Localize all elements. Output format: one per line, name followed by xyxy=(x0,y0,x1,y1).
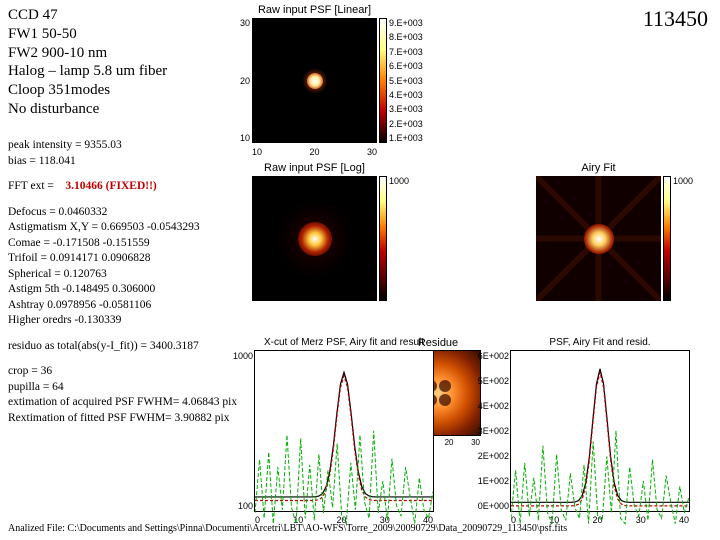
fft-ext: FFT ext = 3.10466 (FIXED!!) xyxy=(8,179,237,195)
lineplot-title: X-cut of Merz PSF, Airy fit and result xyxy=(255,337,433,348)
config-block: CCD 47 FW1 50-50 FW2 900-10 nm Halog – l… xyxy=(8,6,167,119)
colorbar xyxy=(379,18,387,143)
ashtray: Ashtray 0.0978956 -0.0581106 xyxy=(8,298,237,314)
psf-log-panel: Raw input PSF [Log]1000 xyxy=(252,176,377,301)
axis-x: 102030 xyxy=(252,147,377,157)
spherical: Spherical = 0.120763 xyxy=(8,267,237,283)
crop: crop = 36 xyxy=(8,364,237,380)
colorbar-labels: 1000 xyxy=(673,176,720,301)
config-disturb: No disturbance xyxy=(8,100,167,119)
panel-title: Raw input PSF [Linear] xyxy=(252,4,377,16)
analyzed-file-path: Analized File: C:\Documents and Settings… xyxy=(8,523,567,534)
astigmatism: Astigmatism X,Y = 0.669503 -0.0543293 xyxy=(8,220,237,236)
axis-y: 6E+0025E+0024E+0023E+0022E+0021E+0020E+0… xyxy=(469,351,509,511)
higher-orders: Higher oredrs -0.130339 xyxy=(8,313,237,329)
config-fw2: FW2 900-10 nm xyxy=(8,44,167,63)
residuo: residuo as total(abs(y-I_fit)) = 3400.31… xyxy=(8,339,237,355)
fft-label: FFT ext = xyxy=(8,180,54,192)
panel-title: Airy Fit xyxy=(536,162,661,174)
xcut-left-plot: X-cut of Merz PSF, Airy fit and result10… xyxy=(254,350,434,512)
airy-fit-panel: Airy Fit1000 xyxy=(536,176,661,301)
config-halog: Halog – lamp 5.8 um fiber xyxy=(8,62,167,81)
lineplot-svg xyxy=(255,351,433,529)
colorbar-labels: 1000 xyxy=(389,176,447,301)
stats-block: peak intensity = 9355.03 bias = 118.041 … xyxy=(8,138,237,426)
peak-intensity: peak intensity = 9355.03 xyxy=(8,138,237,154)
fft-value: 3.10466 (FIXED!!) xyxy=(65,180,156,192)
lineplot-svg xyxy=(511,351,689,529)
colorbar xyxy=(663,176,671,301)
axis-y: 302010 xyxy=(226,18,250,143)
trifoil: Trifoil = 0.0914171 0.0906828 xyxy=(8,251,237,267)
xcut-right-plot: PSF, Airy Fit and resid.6E+0025E+0024E+0… xyxy=(510,350,690,512)
psf-dot xyxy=(307,73,323,89)
lineplot-title: PSF, Airy Fit and resid. xyxy=(511,337,689,348)
pupilla: pupilla = 64 xyxy=(8,380,237,396)
bias: bias = 118.041 xyxy=(8,154,237,170)
airy-core xyxy=(584,224,614,254)
astig5th: Astigm 5th -0.148495 0.306000 xyxy=(8,282,237,298)
psf-glow xyxy=(298,222,332,256)
defocus: Defocus = 0.0460332 xyxy=(8,205,237,221)
colorbar xyxy=(379,176,387,301)
config-fw1: FW1 50-50 xyxy=(8,25,167,44)
psf-linear-panel: Raw input PSF [Linear]3020101020309.E+00… xyxy=(252,18,377,143)
file-id: 113450 xyxy=(643,6,708,32)
coma: Comae = -0.171508 -0.151559 xyxy=(8,236,237,252)
panel-title: Raw input PSF [Log] xyxy=(252,162,377,174)
fwhm-fitted: Rextimation of fitted PSF FWHM= 3.90882 … xyxy=(8,411,237,427)
config-ccd: CCD 47 xyxy=(8,6,167,25)
axis-y: 1000100 xyxy=(213,351,253,511)
colorbar-labels: 9.E+0038.E+0037.E+0036.E+0035.E+0034.E+0… xyxy=(389,18,447,143)
fwhm-acquired: extimation of acquired PSF FWHM= 4.06843… xyxy=(8,395,237,411)
config-cloop: Cloop 351modes xyxy=(8,81,167,100)
